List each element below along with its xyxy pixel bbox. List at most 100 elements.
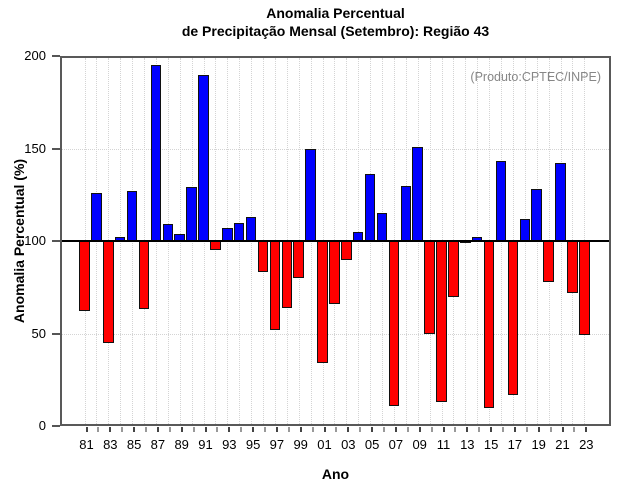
x-tick-label: 89 — [174, 437, 189, 452]
x-tick-label: 83 — [103, 437, 118, 452]
bar-87 — [150, 65, 162, 241]
x-tick-label: 99 — [293, 437, 308, 452]
horizontal-gridline — [62, 333, 609, 335]
x-tick-label: 23 — [579, 437, 594, 452]
source-annotation: (Produto:CPTEC/INPE) — [470, 70, 601, 84]
y-tick — [52, 425, 60, 427]
x-tick — [561, 427, 564, 432]
chart-title-line2: de Precipitação Mensal (Setembro): Regiã… — [181, 22, 490, 39]
horizontal-gridline — [62, 148, 609, 150]
x-tick — [192, 427, 195, 432]
bar-88 — [162, 224, 174, 241]
x-tick — [264, 427, 266, 432]
bar-02 — [329, 241, 340, 304]
x-tick — [525, 427, 528, 432]
x-tick — [454, 427, 457, 432]
x-tick — [406, 427, 409, 432]
x-tick — [418, 427, 421, 432]
plot-area: (Produto:CPTEC/INPE) — [60, 56, 611, 426]
x-tick — [466, 427, 469, 432]
bar-81 — [79, 241, 90, 312]
x-tick — [97, 427, 100, 432]
y-tick — [52, 332, 60, 335]
x-tick — [180, 427, 183, 432]
x-tick — [121, 427, 124, 432]
x-tick-label: 93 — [222, 437, 237, 452]
bar-21 — [555, 163, 566, 241]
bar-98 — [281, 241, 293, 308]
bar-83 — [103, 241, 114, 343]
bar-85 — [126, 191, 138, 241]
x-tick-label: 95 — [245, 437, 261, 452]
x-tick — [240, 427, 243, 432]
bar-20 — [543, 241, 554, 282]
bar-86 — [138, 241, 150, 310]
x-tick — [478, 427, 481, 432]
y-tick-label: 100 — [24, 233, 46, 248]
x-tick-label: 05 — [364, 437, 380, 452]
bar-09 — [412, 146, 423, 241]
x-tick-label: 07 — [388, 437, 404, 452]
bar-15 — [483, 241, 495, 408]
bar-96 — [257, 241, 269, 273]
bar-07 — [388, 241, 400, 406]
x-tick — [573, 427, 576, 432]
x-tick — [252, 427, 255, 432]
bar-95 — [245, 216, 257, 241]
x-tick-label: 01 — [317, 437, 332, 452]
x-tick — [335, 427, 338, 432]
bar-92 — [210, 241, 221, 251]
x-tick — [287, 427, 290, 432]
baseline-100 — [62, 240, 609, 242]
bar-99 — [293, 241, 304, 278]
x-tick — [275, 427, 278, 432]
bar-22 — [567, 241, 578, 293]
bar-01 — [317, 241, 328, 364]
x-tick — [442, 427, 445, 432]
x-tick — [133, 427, 136, 432]
x-tick-label: 03 — [341, 437, 356, 452]
bar-16 — [495, 161, 507, 241]
bar-23 — [579, 241, 590, 336]
x-tick — [299, 427, 302, 432]
bar-11 — [436, 241, 447, 402]
x-tick — [216, 427, 219, 432]
x-tick-label: 09 — [412, 437, 427, 452]
bar-18 — [519, 218, 531, 241]
bar-17 — [507, 241, 519, 395]
x-tick — [156, 427, 159, 432]
x-tick — [490, 427, 493, 432]
x-tick — [513, 427, 516, 432]
x-tick — [502, 427, 504, 432]
x-tick-label: 91 — [198, 437, 213, 452]
x-tick — [204, 427, 207, 432]
x-tick — [145, 427, 147, 432]
bar-10 — [424, 241, 435, 334]
bar-12 — [448, 241, 459, 297]
bar-00 — [305, 148, 316, 241]
x-tick-label: 85 — [126, 437, 142, 452]
x-tick — [168, 427, 171, 432]
x-tick-label: 97 — [269, 437, 285, 452]
x-tick — [311, 427, 314, 432]
bar-82 — [91, 192, 102, 241]
x-tick — [537, 427, 540, 432]
x-tick — [347, 427, 350, 432]
y-tick-label: 150 — [24, 140, 46, 156]
chart-title-line1: Anomalia Percentual — [266, 5, 405, 21]
x-tick — [371, 427, 374, 432]
bar-90 — [186, 187, 197, 241]
x-tick — [359, 427, 362, 432]
bar-06 — [376, 213, 388, 241]
x-tick-label: 21 — [555, 437, 570, 452]
bar-91 — [198, 74, 209, 241]
x-tick — [430, 427, 433, 432]
x-tick-label: 87 — [150, 437, 166, 452]
x-tick — [585, 427, 588, 432]
x-tick — [228, 427, 231, 432]
x-tick-label: 17 — [507, 437, 523, 452]
x-tick — [383, 427, 385, 432]
x-tick-label: 13 — [460, 437, 475, 452]
y-tick — [52, 147, 60, 150]
